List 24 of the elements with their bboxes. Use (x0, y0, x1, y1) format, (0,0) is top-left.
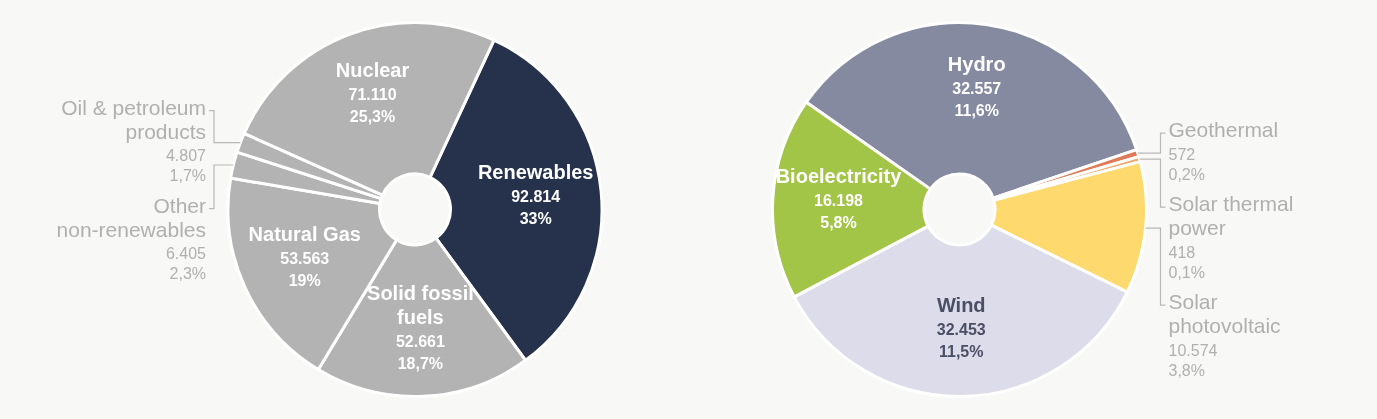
slice-label: Solid fossil fuels (367, 282, 474, 329)
slice-label: Nuclear (335, 59, 410, 82)
slice-label: Solar thermal power (1168, 192, 1294, 240)
slice-label: Hydro (947, 52, 1006, 75)
slice-label: Solar photovoltaic (1168, 290, 1281, 338)
data-label: 4.807 1,7% (165, 147, 207, 185)
slice-label: Geothermal (1168, 118, 1279, 142)
data-label: 52.661 18,7% (395, 333, 445, 373)
data-label: 92.814 33% (511, 188, 561, 228)
slice-label: Natural Gas (248, 223, 361, 246)
data-label: 16.198 5,8% (814, 192, 864, 232)
data-label: 32.557 11,6% (952, 79, 1002, 119)
slice-label: Renewables (477, 161, 594, 184)
data-label: 572 0,2% (1168, 145, 1205, 183)
data-label: 53.563 19% (280, 250, 330, 290)
slice-label: Bioelectricity (775, 165, 903, 188)
data-label: 10.574 3,8% (1168, 341, 1218, 379)
slice-label: Wind (936, 294, 986, 317)
data-label: 6.405 2,3% (165, 245, 207, 283)
data-label: 71.110 25,3% (348, 86, 397, 126)
slice-label: Other non-renewables (56, 193, 206, 241)
data-label: 418 0,1% (1168, 243, 1205, 281)
slice-label: Oil & petroleum products (61, 95, 206, 143)
data-label: 32.453 11,5% (936, 321, 986, 361)
